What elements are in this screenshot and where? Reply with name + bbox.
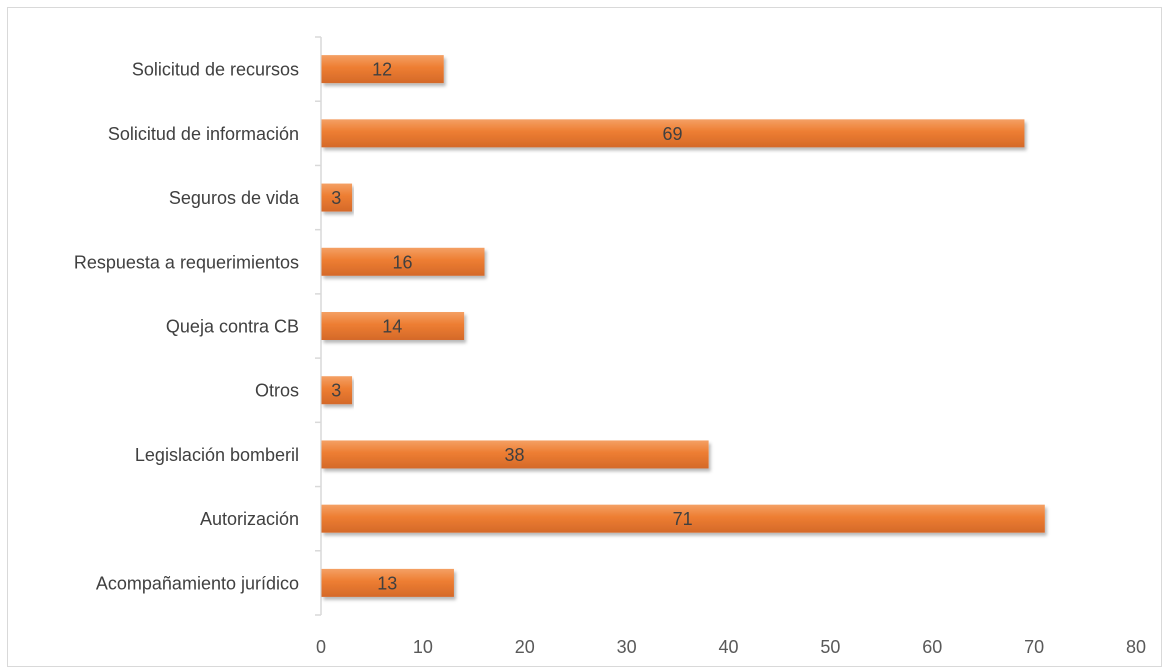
x-tick-label: 50 bbox=[820, 637, 840, 657]
data-label: 12 bbox=[372, 60, 392, 80]
data-label: 14 bbox=[382, 317, 402, 337]
chart-frame bbox=[7, 7, 1162, 667]
category-label: Autorización bbox=[200, 509, 299, 529]
bar bbox=[321, 247, 485, 276]
data-label: 16 bbox=[392, 252, 412, 272]
x-tick-label: 20 bbox=[515, 637, 535, 657]
category-label: Solicitud de recursos bbox=[132, 60, 299, 80]
bar bbox=[321, 568, 454, 597]
bar bbox=[321, 376, 353, 405]
data-label: 71 bbox=[673, 509, 693, 529]
bars-layer bbox=[321, 55, 1045, 597]
category-label: Seguros de vida bbox=[169, 188, 300, 208]
data-label: 38 bbox=[505, 445, 525, 465]
x-tick-label: 0 bbox=[316, 637, 326, 657]
bar bbox=[321, 504, 1045, 533]
x-tick-label: 70 bbox=[1024, 637, 1044, 657]
x-tick-label: 80 bbox=[1126, 637, 1146, 657]
x-tick-label: 10 bbox=[413, 637, 433, 657]
bar bbox=[321, 55, 444, 84]
data-label: 3 bbox=[331, 381, 341, 401]
bar bbox=[321, 312, 465, 340]
category-label: Queja contra CB bbox=[166, 317, 299, 337]
data-label: 69 bbox=[662, 124, 682, 144]
data-label: 3 bbox=[331, 188, 341, 208]
category-label: Acompañamiento jurídico bbox=[96, 573, 299, 593]
bar bbox=[321, 119, 1025, 148]
bar bbox=[321, 183, 353, 212]
category-label: Legislación bomberil bbox=[135, 445, 299, 465]
x-tick-label: 40 bbox=[718, 637, 738, 657]
bar bbox=[321, 440, 709, 469]
labels-layer: 0 10 20 30 40 50 60 70 80 13 Acompañamiento jurídi… bbox=[74, 60, 1146, 657]
data-label: 13 bbox=[377, 573, 397, 593]
category-label: Respuesta a requerimientos bbox=[74, 252, 299, 272]
x-tick-label: 30 bbox=[617, 637, 637, 657]
category-label: Otros bbox=[255, 381, 299, 401]
category-label: Solicitud de información bbox=[108, 124, 299, 144]
axis-layer bbox=[315, 36, 322, 616]
x-tick-label: 60 bbox=[922, 637, 942, 657]
